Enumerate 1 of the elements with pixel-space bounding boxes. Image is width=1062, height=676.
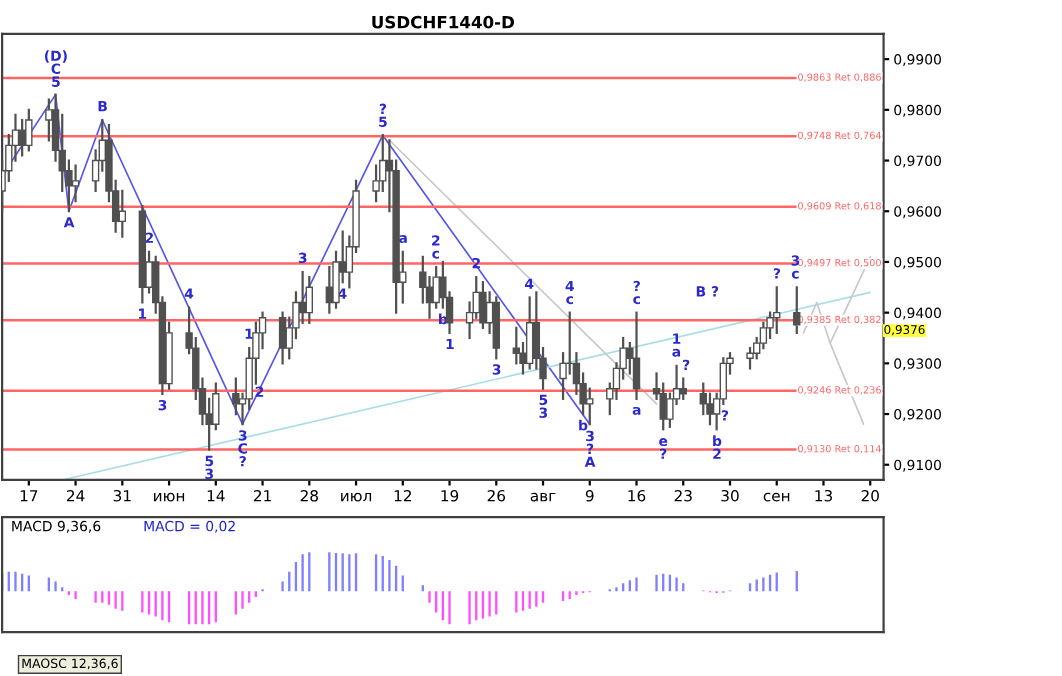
chart-title: USDCHF1440-D <box>372 15 515 29</box>
